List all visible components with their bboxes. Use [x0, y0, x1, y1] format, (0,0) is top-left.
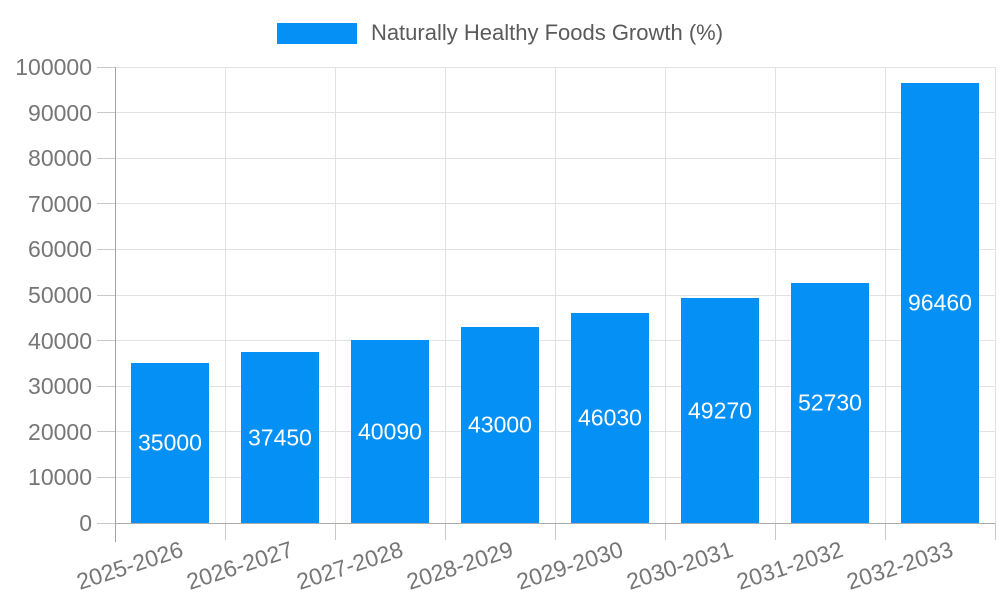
x-tick-label: 2026-2027 — [183, 536, 297, 595]
x-tick-mark — [334, 523, 336, 540]
x-tick-mark — [994, 523, 996, 540]
x-tick-label: 2025-2026 — [73, 536, 187, 595]
bar: 40090 — [351, 340, 429, 523]
x-gridline — [334, 67, 336, 523]
bar-value-label: 43000 — [468, 411, 532, 438]
bar: 52730 — [791, 282, 869, 523]
bar-value-label: 40090 — [358, 418, 422, 445]
y-tick-mark — [97, 248, 115, 250]
y-tick-mark — [97, 431, 115, 433]
y-tick-label: 90000 — [28, 99, 92, 126]
bar-value-label: 49270 — [688, 397, 752, 424]
bar-value-label: 52730 — [798, 389, 862, 416]
x-gridline — [994, 67, 996, 523]
bar: 35000 — [131, 363, 209, 523]
bar: 37450 — [241, 352, 319, 523]
y-tick-mark — [97, 203, 115, 205]
x-tick-mark — [664, 523, 666, 540]
legend-label[interactable]: Naturally Healthy Foods Growth (%) — [370, 20, 724, 45]
x-tick-label: 2031-2032 — [733, 536, 847, 595]
y-tick-label: 100000 — [15, 54, 92, 80]
x-tick-mark — [554, 523, 556, 540]
x-tick-mark — [444, 523, 446, 540]
x-tick-mark — [774, 523, 776, 540]
bar-value-label: 37450 — [248, 424, 312, 451]
y-tick-mark — [97, 476, 115, 478]
y-tick-label: 80000 — [28, 145, 92, 172]
y-tick-label: 30000 — [28, 373, 92, 400]
bar: 96460 — [901, 83, 979, 523]
y-tick-mark — [97, 340, 115, 342]
legend: Naturally Healthy Foods Growth (%) — [0, 20, 1000, 46]
x-tick-mark — [224, 523, 226, 540]
bar-value-label: 96460 — [908, 289, 972, 316]
x-axis-line — [115, 522, 995, 524]
x-gridline — [224, 67, 226, 523]
y-tick-mark — [97, 294, 115, 296]
x-gridline — [444, 67, 446, 523]
x-gridline — [554, 67, 556, 523]
y-tick-label: 70000 — [28, 190, 92, 217]
x-tick-label: 2029-2030 — [513, 536, 627, 595]
bar: 49270 — [681, 298, 759, 523]
y-tick-label: 50000 — [28, 282, 92, 308]
x-tick-label: 2028-2029 — [403, 536, 517, 595]
legend-swatch[interactable] — [276, 22, 357, 44]
x-gridline — [774, 67, 776, 523]
bar: 46030 — [571, 313, 649, 523]
y-tick-label: 20000 — [28, 418, 92, 445]
y-tick-mark — [97, 66, 115, 68]
y-tick-label: 10000 — [28, 464, 92, 491]
bar-value-label: 46030 — [578, 404, 642, 431]
y-tick-mark — [97, 522, 115, 524]
y-tick-label: 60000 — [28, 236, 92, 263]
y-tick-mark — [97, 157, 115, 159]
y-tick-mark — [97, 385, 115, 387]
x-tick-mark — [884, 523, 886, 540]
x-gridline — [884, 67, 886, 523]
x-tick-label: 2030-2031 — [623, 536, 737, 595]
x-gridline — [664, 67, 666, 523]
y-tick-mark — [97, 112, 115, 114]
y-axis-line — [114, 67, 116, 542]
bar-value-label: 35000 — [138, 429, 202, 456]
y-tick-label: 40000 — [28, 327, 92, 354]
bar: 43000 — [461, 326, 539, 523]
x-tick-label: 2032-2033 — [843, 536, 957, 595]
x-tick-label: 2027-2028 — [293, 536, 407, 595]
y-tick-label: 0 — [79, 510, 92, 536]
